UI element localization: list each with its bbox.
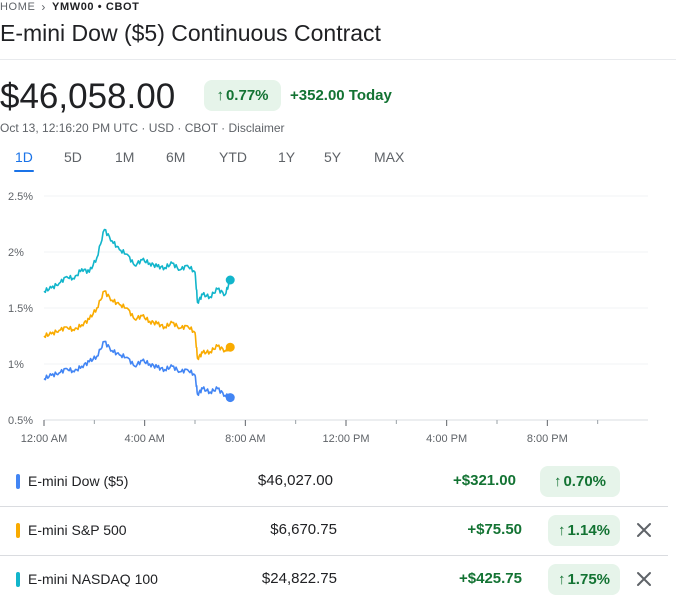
row-price: $46,027.00 — [257, 472, 333, 489]
tab-5y[interactable]: 5Y — [324, 149, 342, 165]
page-title: E-mini Dow ($5) Continuous Contract — [0, 20, 381, 46]
active-tab-indicator — [14, 170, 34, 172]
x-tick-label: 12:00 PM — [322, 433, 369, 445]
row-price: $6,670.75 — [270, 521, 337, 538]
row-change-percent-badge: ↑ 1.14% — [548, 515, 620, 546]
arrow-up-icon: ↑ — [216, 87, 224, 104]
series-endpoint-e-mini-nasdaq-100 — [225, 275, 235, 285]
row-change-percent-badge: ↑ 0.70% — [540, 466, 620, 497]
series-line-e-mini-s-p-500 — [43, 290, 231, 361]
series-color-swatch — [16, 572, 20, 587]
row-change-percent: 0.70% — [563, 473, 607, 490]
divider — [0, 59, 676, 60]
change-today: +352.00 Today — [290, 87, 392, 104]
y-tick-label: 2% — [8, 247, 24, 259]
row-divider — [0, 506, 668, 507]
series-endpoint-e-mini-s-p-500 — [225, 342, 235, 352]
series-color-swatch — [16, 474, 20, 489]
x-tick-label: 4:00 PM — [426, 433, 467, 445]
x-tick-label: 8:00 AM — [225, 433, 265, 445]
breadcrumb-current: YMW00 • CBOT — [52, 1, 140, 13]
tab-6m[interactable]: 6M — [166, 149, 186, 165]
series-line-e-mini-dow-5 — [43, 340, 231, 400]
tab-1d[interactable]: 1D — [15, 149, 33, 165]
tab-5d[interactable]: 5D — [64, 149, 82, 165]
breadcrumb: HOME › YMW00 • CBOT — [0, 0, 139, 14]
arrow-up-icon: ↑ — [553, 473, 562, 490]
tab-1y[interactable]: 1Y — [278, 149, 296, 165]
arrow-up-icon: ↑ — [557, 571, 566, 588]
row-change: +$75.50 — [467, 521, 522, 538]
x-tick-label: 4:00 AM — [124, 433, 164, 445]
tab-1m[interactable]: 1M — [115, 149, 135, 165]
quote-meta-text: Oct 13, 12:16:20 PM UTC · USD · CBOT · — [0, 121, 229, 135]
row-change-percent: 1.75% — [567, 571, 611, 588]
series-endpoint-e-mini-dow-5 — [225, 393, 235, 403]
row-change-percent: 1.14% — [567, 522, 611, 539]
row-name: E-mini Dow ($5) — [28, 473, 129, 489]
row-divider — [0, 555, 668, 556]
x-tick-label: 12:00 AM — [21, 433, 67, 445]
table-row[interactable]: E-mini Dow ($5) $46,027.00 +$321.00 ↑ 0.70% — [0, 457, 668, 505]
row-change: +$425.75 — [459, 570, 522, 587]
row-name: E-mini NASDAQ 100 — [28, 571, 158, 587]
table-row[interactable]: E-mini NASDAQ 100 $24,822.75 +$425.75 ↑ 1.75… — [0, 555, 668, 603]
change-percent: 0.77% — [225, 87, 269, 104]
price-chart[interactable]: 2.5% 2% 1.5% 1% 0.5% 12:00 AM 4:00 AM 8:00 AM 12… — [0, 180, 676, 450]
row-change: +$321.00 — [453, 472, 516, 489]
breadcrumb-home[interactable]: HOME — [0, 1, 36, 13]
quote-meta: Oct 13, 12:16:20 PM UTC · USD · CBOT · D… — [0, 121, 285, 135]
current-price: $46,058.00 — [0, 77, 176, 116]
series-color-swatch — [16, 523, 20, 538]
table-row[interactable]: E-mini S&P 500 $6,670.75 +$75.50 ↑ 1.14% — [0, 506, 668, 554]
tab-max[interactable]: MAX — [374, 149, 405, 165]
series-line-e-mini-nasdaq-100 — [43, 228, 231, 304]
change-percent-badge: ↑ 0.77% — [204, 80, 281, 111]
y-tick-label: 1% — [8, 359, 24, 371]
close-icon[interactable] — [635, 570, 653, 588]
close-icon[interactable] — [635, 521, 653, 539]
x-tick-label: 8:00 PM — [527, 433, 568, 445]
row-name: E-mini S&P 500 — [28, 522, 127, 538]
tab-ytd[interactable]: YTD — [219, 149, 247, 165]
y-tick-label: 2.5% — [8, 191, 33, 203]
y-tick-label: 0.5% — [8, 415, 33, 427]
row-price: $24,822.75 — [261, 570, 337, 587]
y-tick-label: 1.5% — [8, 303, 33, 315]
chevron-right-icon: › — [41, 0, 47, 14]
row-change-percent-badge: ↑ 1.75% — [548, 564, 620, 595]
arrow-up-icon: ↑ — [557, 522, 566, 539]
disclaimer-link[interactable]: Disclaimer — [228, 121, 285, 135]
